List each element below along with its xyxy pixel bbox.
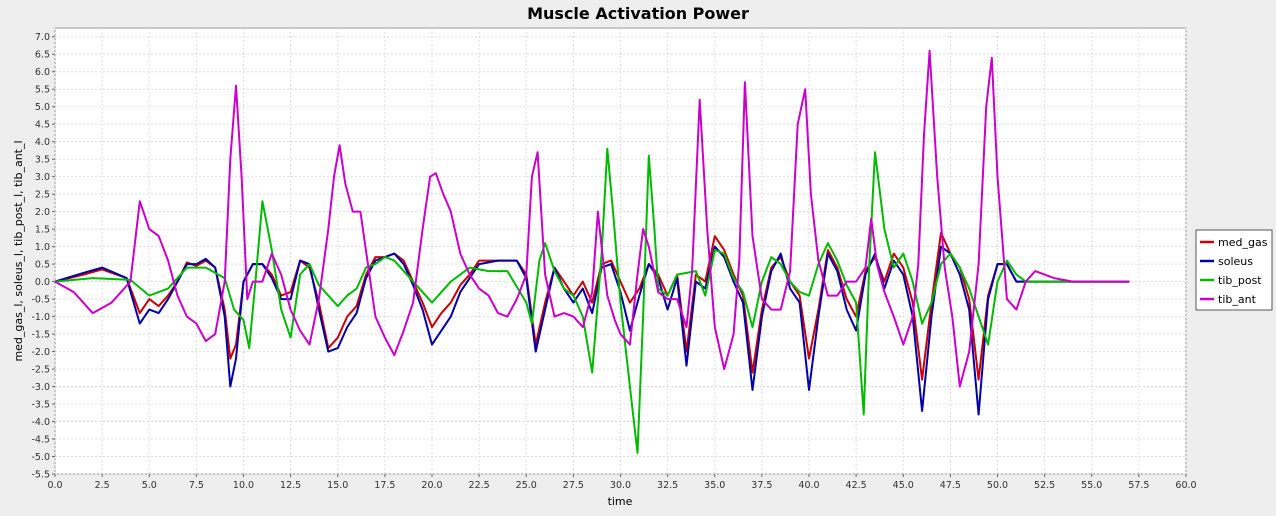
y-tick-label: -3.5 <box>31 400 50 411</box>
x-tick-label: 57.5 <box>1128 480 1149 491</box>
x-tick-label: 0.0 <box>47 480 62 491</box>
legend-label-med-gas: med_gas <box>1218 236 1268 249</box>
x-tick-label: 5.0 <box>142 480 157 491</box>
series-line-tib-ant <box>54 49 1130 388</box>
series-line-tib-post <box>54 147 1130 454</box>
x-tick-label: 17.5 <box>374 480 395 491</box>
y-tick-label: 2.5 <box>35 190 50 201</box>
y-tick-label: -2.0 <box>31 347 50 358</box>
y-tick-label: -0.5 <box>31 295 50 306</box>
y-tick-label: -3.0 <box>31 382 50 393</box>
legend-box <box>1195 229 1273 311</box>
axes: 0.0 2.5 5.0 7.5 10.0 12.5 15.0 17.5 20.0 22.5 25.0… <box>31 32 1196 491</box>
x-tick-label: 37.5 <box>751 480 772 491</box>
y-tick-label: 3.5 <box>35 155 50 166</box>
y-tick-label: 6.0 <box>35 67 50 78</box>
y-tick-label: -1.5 <box>31 330 50 341</box>
x-tick-label: 10.0 <box>233 480 254 491</box>
y-tick-label: 5.5 <box>35 85 50 96</box>
x-tick-label: 7.5 <box>189 480 204 491</box>
y-tick-label: 2.0 <box>35 207 50 218</box>
x-tick-label: 12.5 <box>280 480 301 491</box>
x-tick-label: 55.0 <box>1081 480 1102 491</box>
y-tick-label: -1.0 <box>31 312 50 323</box>
y-tick-label: -5.5 <box>31 470 50 481</box>
x-tick-label: 42.5 <box>846 480 867 491</box>
y-tick-label: 0.5 <box>35 260 50 271</box>
series-layer <box>54 49 1130 454</box>
y-tick-label: 1.5 <box>35 225 50 236</box>
plot-area <box>54 27 1187 475</box>
legend-label-tib-post: tib_post <box>1218 274 1262 287</box>
y-tick-label: 5.0 <box>35 102 50 113</box>
x-tick-label: 32.5 <box>657 480 678 491</box>
x-tick-label: 22.5 <box>469 480 490 491</box>
series-line-soleus <box>54 245 1130 416</box>
x-tick-label: 2.5 <box>95 480 110 491</box>
x-tick-label: 25.0 <box>516 480 537 491</box>
x-tick-label: 27.5 <box>563 480 584 491</box>
y-tick-label: 6.5 <box>35 50 50 61</box>
chart-title: Muscle Activation Power <box>527 4 749 23</box>
y-tick-label: 7.0 <box>35 32 50 43</box>
y-tick-label: 1.0 <box>35 242 50 253</box>
y-tick-label: 4.5 <box>35 120 50 131</box>
x-tick-label: 35.0 <box>704 480 725 491</box>
legend-label-soleus: soleus <box>1218 255 1253 268</box>
legend-label-tib-ant: tib_ant <box>1218 293 1257 306</box>
y-tick-label: -5.0 <box>31 452 50 463</box>
x-tick-label: 52.5 <box>1034 480 1055 491</box>
y-tick-label: 0.0 <box>35 277 50 288</box>
y-tick-label: -4.5 <box>31 435 50 446</box>
y-tick-label: -2.5 <box>31 365 50 376</box>
x-tick-label: 47.5 <box>940 480 961 491</box>
y-axis-label: med_gas_l, soleus_l, tib_post_l, tib_ant… <box>12 140 25 361</box>
x-tick-label: 15.0 <box>327 480 348 491</box>
x-tick-label: 20.0 <box>421 480 442 491</box>
x-tick-label: 50.0 <box>987 480 1008 491</box>
x-tick-label: 45.0 <box>893 480 914 491</box>
x-axis-label: time <box>608 495 633 508</box>
x-tick-label: 30.0 <box>610 480 631 491</box>
y-tick-label: -4.0 <box>31 417 50 428</box>
x-tick-label: 60.0 <box>1175 480 1196 491</box>
y-tick-label: 4.0 <box>35 137 50 148</box>
y-tick-label: 3.0 <box>35 172 50 183</box>
x-tick-label: 40.0 <box>798 480 819 491</box>
